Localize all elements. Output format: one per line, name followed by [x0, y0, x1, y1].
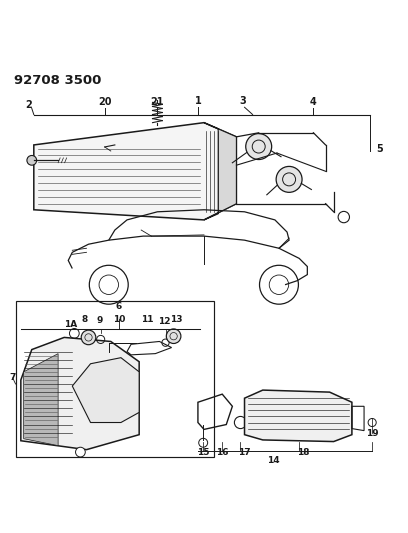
Text: 14: 14 — [266, 456, 279, 465]
Polygon shape — [21, 337, 139, 450]
Polygon shape — [72, 358, 139, 423]
Circle shape — [276, 166, 302, 192]
Circle shape — [246, 134, 272, 159]
Text: 1: 1 — [195, 95, 201, 106]
Text: 1A: 1A — [64, 320, 78, 329]
Polygon shape — [24, 353, 58, 446]
Text: 2: 2 — [26, 100, 32, 110]
Text: 18: 18 — [297, 448, 310, 457]
Circle shape — [338, 212, 350, 223]
Text: 17: 17 — [238, 448, 251, 457]
Circle shape — [368, 418, 376, 426]
Circle shape — [81, 330, 96, 345]
Text: 92708 3500: 92708 3500 — [13, 74, 101, 87]
Text: 10: 10 — [113, 316, 125, 325]
Circle shape — [27, 156, 37, 165]
Polygon shape — [204, 123, 236, 220]
Text: 15: 15 — [197, 448, 209, 457]
Text: 6: 6 — [116, 302, 122, 311]
Text: 12: 12 — [158, 317, 171, 326]
Text: 19: 19 — [366, 429, 379, 438]
Polygon shape — [244, 390, 352, 441]
Circle shape — [166, 329, 181, 343]
Polygon shape — [34, 123, 236, 220]
Text: 11: 11 — [141, 316, 153, 325]
Text: 9: 9 — [96, 316, 103, 325]
Text: 13: 13 — [170, 314, 183, 324]
Text: 8: 8 — [81, 314, 88, 324]
Circle shape — [75, 447, 85, 457]
Text: 3: 3 — [239, 96, 246, 107]
Text: 5: 5 — [376, 144, 383, 154]
Text: 4: 4 — [310, 97, 317, 107]
Text: 16: 16 — [216, 448, 228, 457]
Circle shape — [199, 438, 208, 447]
Text: 21: 21 — [151, 97, 164, 107]
Text: 20: 20 — [98, 97, 111, 107]
Text: 7: 7 — [9, 374, 16, 383]
